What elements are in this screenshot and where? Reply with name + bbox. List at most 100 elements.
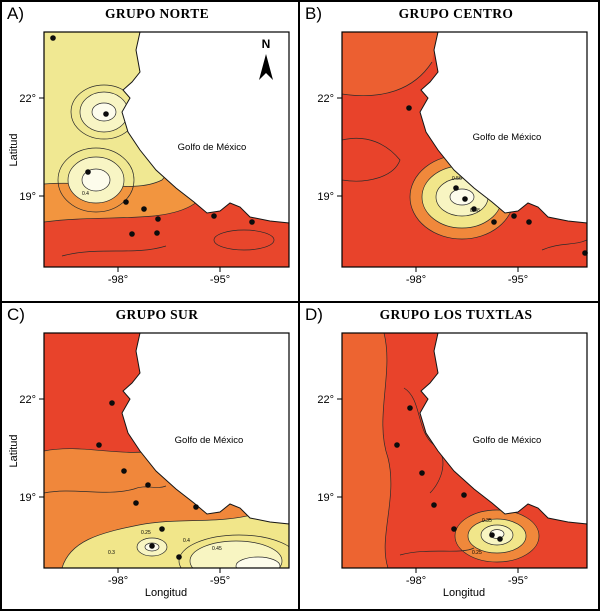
contour-ring [57,147,135,213]
sample-site-dot [145,482,151,488]
y-axis-title: Latitud [8,434,20,467]
contour-label: 0.35 [482,518,492,524]
lon-tick-label: -95° [210,575,230,587]
map-grupo-norte: 0.4 Golfo de México N 22° 19° -98° -95 [8,31,290,286]
contour-line [44,485,167,494]
lat-tick-label: 19° [19,492,36,504]
sample-site-dot [394,442,400,448]
sample-site-dot [406,105,412,111]
map-grupo-centro: 0.56 0.48 Golfo de México 22° 19° -98° -… [317,31,588,286]
map-frame [43,332,290,569]
x-axis-title: Longitud [145,587,187,599]
panel-title: GRUPO NORTE [104,6,210,21]
panel-letter: D) [305,305,323,324]
sample-site-dot [489,532,495,538]
lat-tick-label: 22° [19,394,36,406]
sample-site-dot [103,111,109,117]
sample-site-dot [431,502,437,508]
contour-label: 0.56 [452,176,462,182]
contour-label: 0.25 [141,530,151,536]
lon-tick-label: -98° [406,575,426,587]
lat-tick-label: 22° [19,93,36,105]
sample-site-dot [149,543,155,549]
contour-line [382,333,392,568]
panel-letter: B) [305,4,322,23]
panel-grupo-norte: A) GRUPO NORTE 0.4 [2,2,300,303]
panel-title: GRUPO CENTRO [398,6,514,21]
sample-site-dot [249,219,255,225]
contour-ring [213,229,275,251]
panel-grupo-centro: B) GRUPO CENTRO 0.56 0.48 [300,2,598,303]
lat-tick-label: 19° [317,191,334,203]
sample-site-dot [154,230,160,236]
coastline [341,332,588,569]
lat-tick-label: 19° [317,492,334,504]
sample-site-dot [176,554,182,560]
lon-tick-label: -98° [108,274,128,286]
sample-site-dot [462,196,468,202]
lon-tick-label: -98° [406,274,426,286]
sample-site-dot [159,526,165,532]
heat-orange-zone [342,333,391,568]
y-axis-title: Latitud [8,133,20,166]
sea-label: Golfo de México [175,435,244,446]
contour-line [61,510,289,568]
contour-line [541,239,587,251]
sample-site-dot [85,169,91,175]
hotspot-ring [189,540,283,568]
sample-site-dot [407,405,413,411]
x-axis-title: Longitud [443,587,485,599]
panel-title: GRUPO SUR [115,307,199,322]
hotspot-core [235,556,281,568]
contour-line [449,402,463,458]
coastline [341,31,588,268]
contour-label: 0.3 [108,550,115,556]
contour-line [61,245,167,257]
sample-site-dot [511,213,517,219]
land-region: 0.4 [44,32,289,267]
panel-grupo-los-tuxtlas: D) GRUPO LOS TUXTLAS 0.35 0.25 [300,303,598,609]
sample-site-dot [491,219,497,225]
panel-grupo-sur: C) GRUPO SUR 0.25 0.3 0.4 0.45 [2,303,300,609]
land-region: 0.56 0.48 [342,32,587,267]
map-frame [341,31,588,268]
lon-tick-label: -95° [508,575,528,587]
land-region: 0.25 0.3 0.4 0.45 [44,333,289,568]
sea-label: Golfo de México [473,132,542,143]
lat-tick-label: 22° [317,394,334,406]
sample-site-dot [471,206,477,212]
sample-site-dot [526,219,532,225]
contour-line [342,61,433,97]
sample-site-dot [129,231,135,237]
sample-site-dot [419,470,425,476]
heat-orange-zone [342,32,438,96]
sample-site-dot [123,199,129,205]
sample-site-dot [211,213,217,219]
panel-title: GRUPO LOS TUXTLAS [379,307,533,322]
contour-label: 0.25 [472,550,482,556]
contour-line [399,547,475,556]
contour-line [342,137,401,182]
lat-tick-label: 19° [19,191,36,203]
contour-label: 0.4 [183,538,190,544]
sample-site-dot [497,536,503,542]
sample-site-dot [451,526,457,532]
sample-site-dot [50,35,56,41]
sea-label: Golfo de México [178,142,247,153]
lat-tick-label: 22° [317,93,334,105]
sample-site-dot [461,492,467,498]
sample-site-dot [96,442,102,448]
map-frame [43,31,290,268]
sea-label: Golfo de México [473,435,542,446]
contour-label: 0.4 [82,191,89,197]
contour-ring [178,534,289,568]
map-grupo-los-tuxtlas: 0.35 0.25 Golfo de México 22° 19° -98° -… [317,332,588,599]
map-grupo-sur: 0.25 0.3 0.4 0.45 Golfo de México 22° 19… [8,332,290,599]
coastline [43,31,290,268]
sample-site-dot [121,468,127,474]
north-arrow-icon [259,54,273,80]
sample-site-dot [141,206,147,212]
sample-site-dot [109,400,115,406]
sample-site-dot [155,216,161,222]
lon-tick-label: -95° [508,274,528,286]
